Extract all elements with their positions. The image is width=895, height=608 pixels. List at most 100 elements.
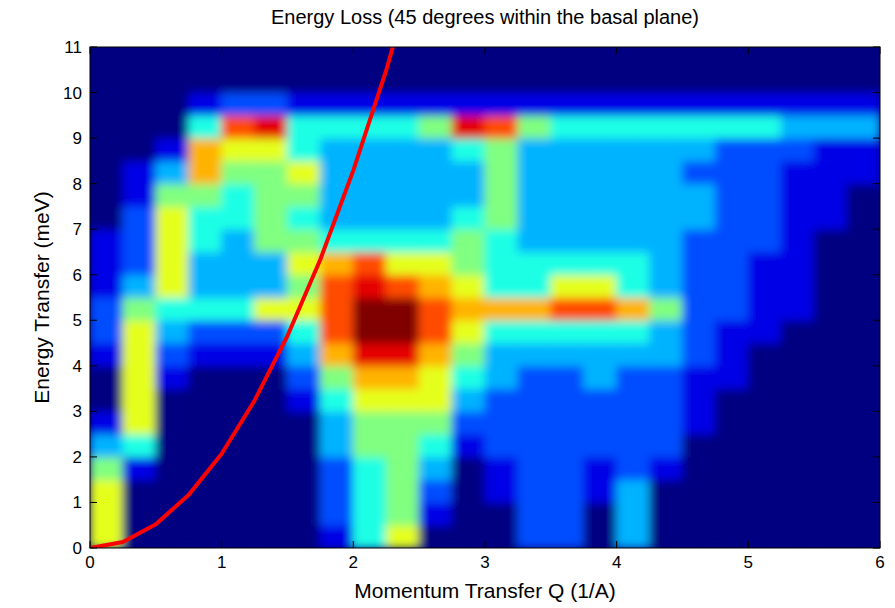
- heatmap-cell: [847, 69, 880, 93]
- heatmap-cell: [320, 297, 354, 321]
- y-tick: [873, 320, 880, 321]
- heatmap-cell: [287, 206, 321, 230]
- x-tick-label: 2: [349, 553, 358, 572]
- heatmap-cell: [781, 160, 815, 184]
- heatmap-cell: [188, 251, 222, 275]
- heatmap-cell: [485, 229, 519, 253]
- heatmap-cell: [616, 434, 650, 458]
- curve: [90, 47, 393, 548]
- heatmap-cell: [90, 206, 123, 230]
- heatmap-cell: [583, 274, 617, 298]
- y-tick: [90, 138, 97, 139]
- heatmap-cell: [419, 411, 453, 435]
- heatmap-cell: [221, 456, 255, 480]
- heatmap-cell: [814, 274, 848, 298]
- heatmap-cell: [353, 297, 387, 321]
- heatmap-cell: [583, 251, 617, 275]
- heatmap-cell: [748, 47, 782, 70]
- x-tick-label: 1: [217, 553, 226, 572]
- heatmap-cell: [715, 479, 749, 503]
- heatmap-cell: [320, 388, 354, 412]
- heatmap-cell: [748, 115, 782, 139]
- heatmap-cell: [814, 456, 848, 480]
- heatmap-cell: [254, 320, 288, 344]
- heatmap-cell: [485, 92, 519, 116]
- heatmap-cell: [386, 160, 420, 184]
- heatmap-cell: [122, 138, 156, 162]
- heatmap-cell: [649, 502, 683, 526]
- heatmap-cell: [221, 502, 255, 526]
- heatmap-cell: [485, 274, 519, 298]
- heatmap-cell: [353, 434, 387, 458]
- heatmap-cell: [188, 274, 222, 298]
- heatmap-cell: [287, 229, 321, 253]
- heatmap-cell: [122, 206, 156, 230]
- heatmap-cell: [682, 320, 716, 344]
- heatmap-cell: [781, 183, 815, 207]
- heatmap-cell: [419, 365, 453, 389]
- heatmap-cell: [847, 479, 880, 503]
- heatmap-cell: [254, 47, 288, 70]
- heatmap-cell: [320, 502, 354, 526]
- y-tick: [90, 274, 97, 275]
- heatmap-cell: [847, 411, 880, 435]
- heatmap-cell: [517, 47, 551, 70]
- heatmap-cell: [254, 229, 288, 253]
- heatmap-cell: [452, 320, 486, 344]
- heatmap-cell: [188, 434, 222, 458]
- heatmap-cell: [353, 274, 387, 298]
- heatmap-cell: [221, 183, 255, 207]
- heatmap-cell: [517, 320, 551, 344]
- heatmap-cell: [452, 160, 486, 184]
- heatmap-cell: [847, 229, 880, 253]
- heatmap-cell: [682, 502, 716, 526]
- heatmap-cell: [122, 92, 156, 116]
- heatmap-cell: [90, 502, 123, 526]
- x-tick: [90, 47, 91, 54]
- heatmap-cell: [814, 183, 848, 207]
- heatmap-cell: [90, 343, 123, 367]
- heatmap-cell: [419, 206, 453, 230]
- x-tick: [485, 47, 486, 54]
- heatmap-cell: [188, 92, 222, 116]
- y-tick: [873, 47, 880, 48]
- heatmap-cell: [847, 115, 880, 139]
- y-tick: [90, 47, 97, 48]
- heatmap-cell: [550, 251, 584, 275]
- heatmap-cell: [320, 365, 354, 389]
- heatmap-cell: [188, 297, 222, 321]
- heatmap-cell: [485, 479, 519, 503]
- heatmap-cell: [682, 69, 716, 93]
- heatmap-cell: [748, 365, 782, 389]
- heatmap-cell: [550, 229, 584, 253]
- heatmap-cell: [254, 138, 288, 162]
- heatmap-cell: [287, 160, 321, 184]
- heatmap-cell: [814, 251, 848, 275]
- heatmap-cell: [649, 411, 683, 435]
- heatmap-cell: [748, 206, 782, 230]
- x-tick: [485, 541, 486, 548]
- heatmap-cell: [517, 456, 551, 480]
- heatmap-cell: [814, 411, 848, 435]
- heatmap-cell: [616, 251, 650, 275]
- heatmap-cell: [419, 502, 453, 526]
- heatmap-cell: [682, 456, 716, 480]
- heatmap-cell: [287, 502, 321, 526]
- heatmap-cell: [616, 47, 650, 70]
- heatmap-cell: [353, 160, 387, 184]
- heatmap-cell: [221, 47, 255, 70]
- heatmap-cell: [386, 411, 420, 435]
- heatmap-cell: [419, 92, 453, 116]
- heatmap-cell: [715, 251, 749, 275]
- heatmap-cell: [715, 138, 749, 162]
- heatmap-cell: [485, 388, 519, 412]
- heatmap-cell: [254, 206, 288, 230]
- heatmap-cell: [517, 92, 551, 116]
- heatmap-cell: [287, 183, 321, 207]
- y-tick-label: 9: [73, 129, 82, 148]
- heatmap-cell: [419, 479, 453, 503]
- heatmap-cell: [155, 251, 189, 275]
- heatmap-cell: [649, 525, 683, 548]
- heatmap-cell: [814, 343, 848, 367]
- heatmap-cell: [682, 206, 716, 230]
